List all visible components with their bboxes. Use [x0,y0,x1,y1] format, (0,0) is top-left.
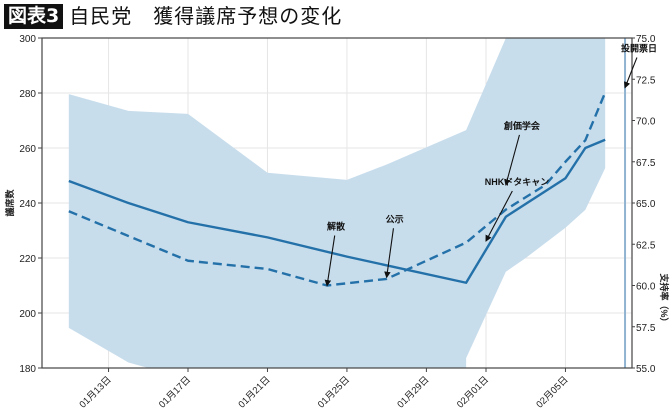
y-tick-label-left: 240 [19,199,36,210]
annotation-label: 公示 [386,214,404,224]
annotation-label: 解散 [327,221,346,232]
y-tick-label-left: 220 [19,254,36,265]
x-tick-label: 01月13日 [78,374,114,410]
y-tick-label-left: 300 [19,34,36,45]
y-tick-label-right: 57.5 [636,323,656,334]
annotation-arrow [384,228,395,279]
x-tick-label: 01月29日 [395,374,431,410]
y-tick-label-left: 200 [19,309,36,320]
x-tick-label: 02月01日 [455,374,491,410]
annotation-arrow [485,190,513,242]
chart-title: 図表3 自民党 獲得議席予想の変化 [4,3,342,29]
y-axis-left-label: 議席数 [4,189,15,217]
annotation-arrow [624,57,638,89]
x-tick-label: 01月25日 [316,374,352,410]
annotation-arrow [324,235,336,287]
annotation-label: NHKドタキャン [485,176,550,187]
x-tick-label: 01月21日 [236,374,272,410]
support-rate-line [68,91,607,287]
x-tick-label: 01月17日 [157,374,193,410]
y-tick-label-left: 280 [19,89,36,100]
y-tick-label-right: 72.5 [636,75,656,86]
y-axis-right-label: 支持率（%） [659,272,670,326]
annotation-label: 投開票日 [621,43,657,54]
annotations: 解散 公示 NHKドタキャン 創価学会 投開票日 [324,43,657,287]
x-tick-label: 02月05日 [534,374,570,410]
confidence-band [68,38,606,368]
series-lines [68,91,607,287]
y-tick-label-right: 75.0 [636,34,656,45]
title-text: 自民党 獲得議席予想の変化 [69,3,343,28]
y-tick-label-left: 180 [19,364,36,375]
annotation-arrow [504,134,520,186]
y-tick-label-right: 70.0 [636,117,656,128]
y-tick-label-right: 60.0 [636,282,656,293]
y-tick-label-right: 62.5 [636,240,656,251]
y-tick-label-left: 260 [19,144,36,155]
y-tick-label-right: 67.5 [636,158,656,169]
y-tick-label-right: 55.0 [636,364,656,375]
figure-badge: 図表3 [4,3,64,29]
y-tick-label-right: 65.0 [636,199,656,210]
annotation-label: 創価学会 [503,120,541,131]
